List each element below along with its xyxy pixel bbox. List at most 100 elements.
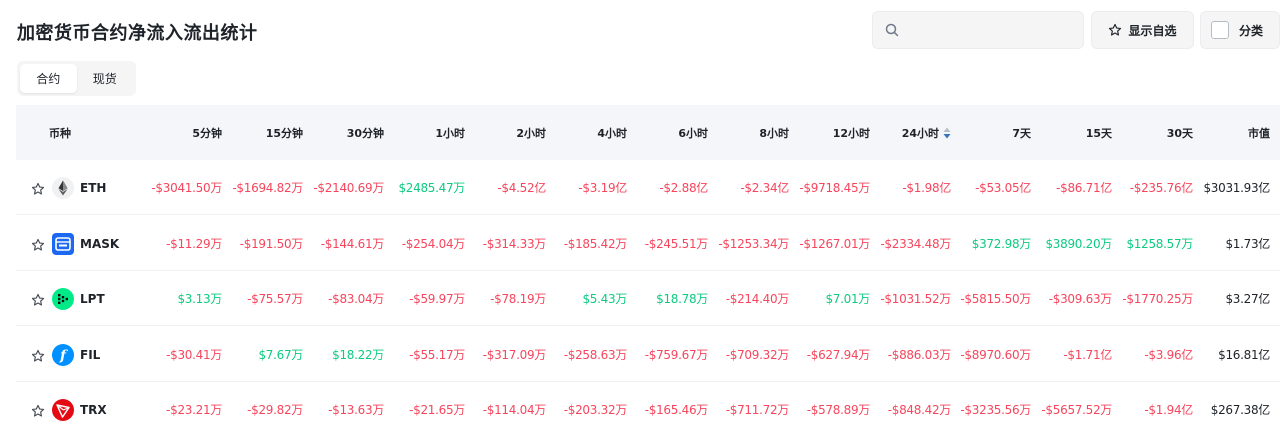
table-row[interactable]: f FIL -$30.41万 $7.67万 $18.22万 -$55.17万 -$317.0… — [16, 327, 1280, 382]
net-flow-cell: -$2140.69万 — [313, 181, 384, 195]
column-header-14[interactable]: 市值 — [1188, 105, 1270, 160]
net-flow-cell: -$75.57万 — [247, 292, 303, 306]
net-flow-cell: -$3235.56万 — [960, 403, 1031, 417]
net-flow-cell: -$2334.48万 — [880, 237, 951, 251]
column-header-1[interactable]: 5分钟 — [140, 105, 222, 160]
column-header-label: 15天 — [1085, 126, 1112, 140]
net-flow-cell: -$1267.01万 — [799, 237, 870, 251]
search-input[interactable] — [909, 20, 1074, 40]
net-flow-cell: -$86.71亿 — [1056, 181, 1112, 195]
table-row[interactable]: LPT $3.13万 -$75.57万 -$83.04万 -$59.97万 -$78.19… — [16, 271, 1280, 326]
column-header-label: 6小时 — [678, 126, 708, 140]
favorite-star-icon[interactable] — [31, 292, 45, 306]
column-header-6[interactable]: 4小时 — [545, 105, 627, 160]
net-flow-cell: -$30.41万 — [166, 348, 222, 362]
column-header-4[interactable]: 1小时 — [383, 105, 465, 160]
column-header-11[interactable]: 7天 — [949, 105, 1031, 160]
net-flow-cell: -$2.34亿 — [740, 181, 789, 195]
net-flow-cell: -$1.98亿 — [902, 181, 951, 195]
net-flow-cell: -$759.67万 — [644, 348, 709, 362]
search-box[interactable] — [872, 11, 1084, 49]
net-flow-cell: -$83.04万 — [328, 292, 384, 306]
filecoin-icon: f — [52, 343, 74, 366]
column-header-label: 4小时 — [597, 126, 627, 140]
favorite-star-icon[interactable] — [31, 237, 45, 251]
coin-symbol: LPT — [80, 291, 105, 306]
net-flow-cell: -$114.04万 — [482, 403, 547, 417]
net-flow-cell: -$4.52亿 — [497, 181, 546, 195]
show-favorites-button[interactable]: 显示自选 — [1091, 11, 1194, 49]
favorite-star-icon[interactable] — [31, 403, 45, 417]
net-flow-cell: -$317.09万 — [482, 348, 547, 362]
net-flow-cell: -$254.04万 — [401, 237, 466, 251]
coin-cell: ETH — [31, 160, 106, 215]
ethereum-icon — [52, 176, 74, 199]
net-flow-cell: -$55.17万 — [409, 348, 465, 362]
net-flow-cell: -$1.71亿 — [1063, 348, 1112, 362]
net-flow-cell: -$235.76亿 — [1129, 181, 1194, 195]
market-type-tabs: 合约 现货 — [17, 61, 136, 96]
net-flow-cell: -$1253.34万 — [718, 237, 789, 251]
net-flow-cell: -$165.46万 — [644, 403, 709, 417]
column-header-10[interactable]: 24小时 — [869, 105, 951, 160]
coin-symbol: ETH — [80, 180, 107, 195]
table-row[interactable]: MASK -$11.29万 -$191.50万 -$144.61万 -$254.04万 -… — [16, 216, 1280, 271]
market-cap-cell: $3031.93亿 — [1203, 181, 1270, 195]
net-flow-cell: -$886.03万 — [887, 348, 952, 362]
table-row[interactable]: ETH -$3041.50万 -$1694.82万 -$2140.69万 $2485.4… — [16, 160, 1280, 215]
market-cap-cell: $267.38亿 — [1210, 403, 1271, 417]
coin-cell: TRX — [31, 382, 107, 432]
table-row[interactable]: TRX -$23.21万 -$29.82万 -$13.63万 -$21.65万 -$114… — [16, 382, 1280, 432]
column-header-coin: 币种 — [49, 105, 71, 160]
star-icon — [1109, 23, 1122, 36]
favorite-star-icon[interactable] — [31, 181, 45, 195]
show-favorites-label: 显示自选 — [1128, 23, 1177, 38]
category-checkbox[interactable] — [1211, 21, 1229, 39]
net-flow-cell: -$258.63万 — [563, 348, 628, 362]
column-header-label: 15分钟 — [265, 126, 303, 140]
column-header-2[interactable]: 15分钟 — [221, 105, 303, 160]
sort-icon — [943, 127, 951, 138]
net-flow-cell: -$13.63万 — [328, 403, 384, 417]
net-flow-cell: -$1.94亿 — [1144, 403, 1193, 417]
market-cap-cell: $3.27亿 — [1225, 292, 1270, 306]
column-header-7[interactable]: 6小时 — [626, 105, 708, 160]
column-header-12[interactable]: 15天 — [1030, 105, 1112, 160]
net-flow-cell: -$5815.50万 — [960, 292, 1031, 306]
net-flow-cell: -$3.96亿 — [1144, 348, 1193, 362]
net-flow-cell: $18.78万 — [656, 292, 708, 306]
column-header-5[interactable]: 2小时 — [464, 105, 546, 160]
category-label: 分类 — [1239, 23, 1264, 38]
coin-symbol: FIL — [80, 347, 101, 362]
net-flow-cell: $7.67万 — [258, 348, 303, 362]
column-header-label: 1小时 — [435, 126, 465, 140]
net-flow-cell: -$245.51万 — [644, 237, 709, 251]
net-flow-cell: -$203.32万 — [563, 403, 628, 417]
net-flow-cell: $7.01万 — [825, 292, 870, 306]
net-flow-cell: $3890.20万 — [1045, 237, 1112, 251]
net-flow-cell: $3.13万 — [177, 292, 222, 306]
net-flow-cell: -$709.32万 — [725, 348, 790, 362]
coin-symbol: TRX — [80, 402, 107, 417]
column-header-3[interactable]: 30分钟 — [302, 105, 384, 160]
column-header-label: 2小时 — [516, 126, 546, 140]
tab-futures[interactable]: 合约 — [20, 64, 77, 93]
column-header-label: 30天 — [1166, 126, 1193, 140]
net-flow-cell: -$711.72万 — [725, 403, 790, 417]
net-flow-cell: -$53.05亿 — [975, 181, 1031, 195]
net-flow-cell: -$5657.52万 — [1041, 403, 1112, 417]
svg-text:f: f — [59, 348, 69, 364]
column-header-label: 8小时 — [759, 126, 789, 140]
net-flow-cell: $1258.57万 — [1126, 237, 1193, 251]
favorite-star-icon[interactable] — [31, 348, 45, 362]
column-header-9[interactable]: 12小时 — [788, 105, 870, 160]
net-flow-cell: $18.22万 — [332, 348, 384, 362]
net-flow-cell: -$314.33万 — [482, 237, 547, 251]
column-header-13[interactable]: 30天 — [1111, 105, 1193, 160]
category-toggle[interactable]: 分类 — [1200, 11, 1280, 49]
net-flow-cell: -$8970.60万 — [960, 348, 1031, 362]
tab-spot[interactable]: 现货 — [92, 72, 117, 86]
net-flow-cell: -$3.19亿 — [578, 181, 627, 195]
column-header-8[interactable]: 8小时 — [707, 105, 789, 160]
net-flow-cell: -$2.88亿 — [659, 181, 708, 195]
